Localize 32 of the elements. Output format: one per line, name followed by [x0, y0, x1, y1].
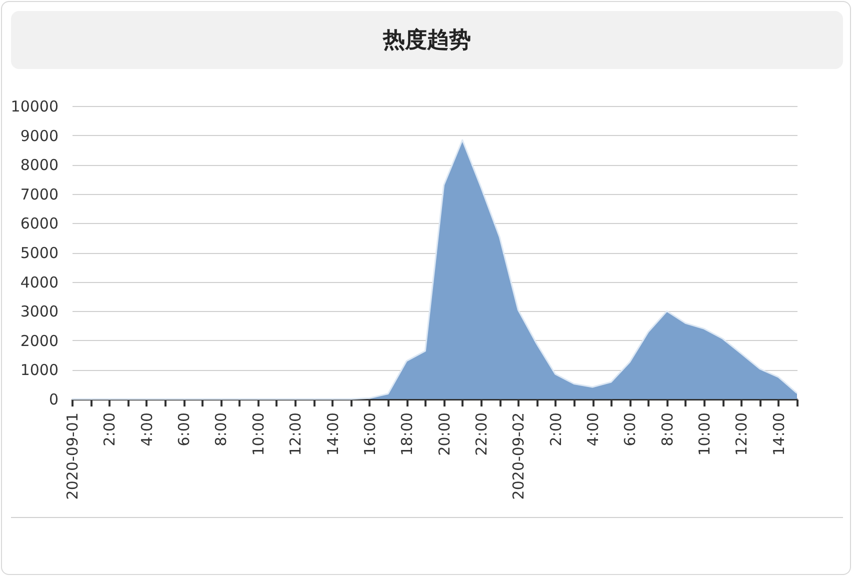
x-tick-label: 2020-09-01 — [64, 412, 82, 500]
x-tick-label: 10:00 — [249, 412, 268, 456]
x-tick-label: 16:00 — [360, 412, 379, 456]
y-tick-label: 5000 — [20, 244, 58, 262]
y-tick-label: 3000 — [20, 302, 58, 321]
x-tick-label: 4:00 — [138, 412, 156, 446]
y-tick-label: 0 — [48, 390, 58, 408]
x-tick-label: 14:00 — [770, 412, 788, 456]
x-tick-label: 12:00 — [286, 412, 305, 456]
y-tick-label: 1000 — [20, 361, 58, 380]
y-tick-label: 2000 — [20, 332, 58, 350]
y-tick-label: 4000 — [20, 273, 58, 292]
x-tick-label: 2020-09-02 — [510, 412, 528, 500]
x-tick-label: 8:00 — [212, 412, 230, 446]
y-tick-label: 9000 — [20, 126, 58, 145]
y-tick-label: 7000 — [20, 185, 58, 204]
x-tick-label: 2:00 — [100, 412, 119, 446]
x-tick-label: 12:00 — [732, 412, 751, 456]
x-tick-label: 10:00 — [696, 412, 714, 456]
x-tick-label: 22:00 — [472, 412, 490, 456]
x-tick-label: 4:00 — [584, 412, 602, 446]
x-tick-label: 6:00 — [621, 412, 640, 446]
y-tick-label: 10000 — [10, 98, 58, 116]
x-tick-label: 14:00 — [324, 412, 342, 456]
x-tick-label: 8:00 — [658, 412, 676, 446]
y-tick-label: 8000 — [20, 156, 58, 174]
y-tick-label: 6000 — [20, 214, 58, 233]
chart-title: 热度趋势 — [11, 11, 843, 69]
x-tick-label: 18:00 — [398, 412, 416, 456]
x-tick-label: 6:00 — [175, 412, 194, 446]
x-tick-label: 2:00 — [546, 412, 565, 446]
x-tick-label: 20:00 — [435, 412, 454, 456]
